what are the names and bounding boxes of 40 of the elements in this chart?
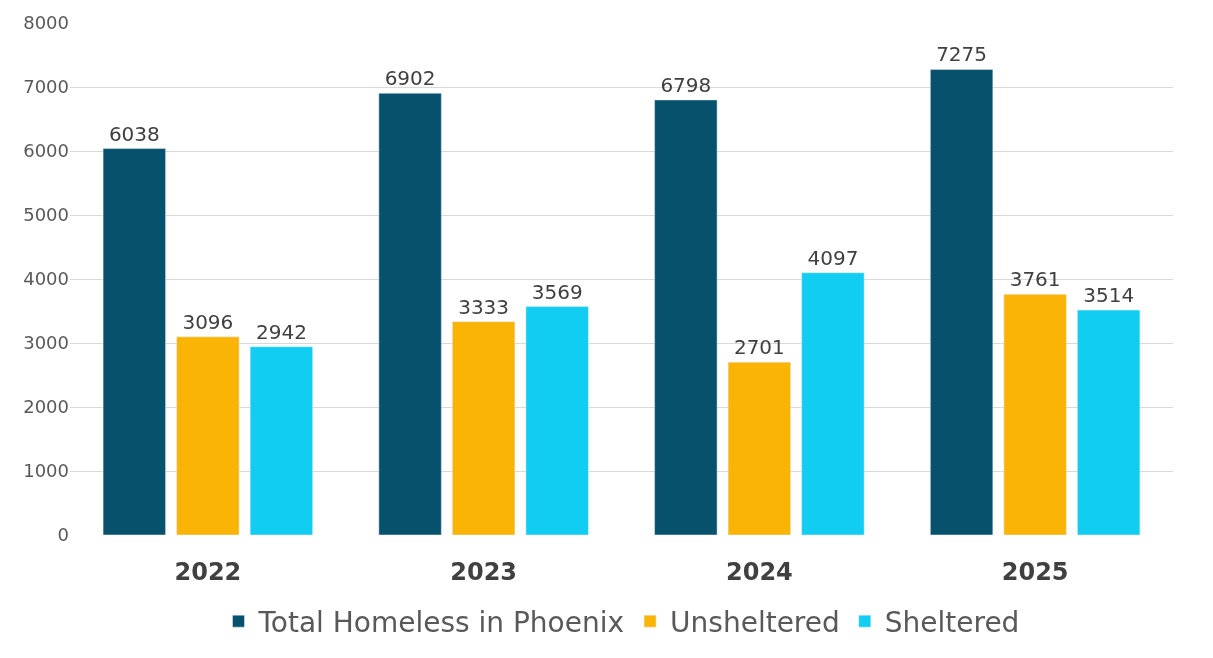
bar [654, 99, 718, 535]
y-tick-label: 3000 [23, 332, 69, 354]
legend-label: Total Homeless in Phoenix [257, 606, 625, 640]
y-tick-label: 6000 [23, 140, 69, 162]
x-tick-label: 2023 [450, 558, 518, 586]
bar [378, 93, 442, 535]
y-tick-label: 8000 [23, 12, 69, 34]
bar [801, 272, 865, 535]
data-label: 3096 [182, 309, 234, 334]
x-tick-label: 2025 [1001, 558, 1069, 586]
data-label: 3761 [1009, 267, 1061, 292]
legend-label: Unsheltered [670, 606, 840, 640]
data-label: 6038 [108, 121, 160, 146]
y-tick-label: 5000 [23, 204, 69, 226]
data-label: 3569 [531, 279, 583, 304]
data-label: 2942 [255, 319, 307, 344]
bar [727, 361, 791, 535]
bar [1003, 294, 1067, 535]
bar [930, 69, 994, 535]
bar [176, 336, 240, 535]
y-tick-label: 0 [57, 524, 69, 546]
bar [249, 346, 313, 535]
x-tick-label: 2024 [725, 558, 793, 586]
bar [525, 306, 589, 535]
data-label: 6798 [660, 72, 712, 97]
y-tick-label: 2000 [23, 396, 69, 418]
bar [102, 148, 166, 535]
y-tick-label: 4000 [23, 268, 69, 290]
data-label: 2701 [733, 335, 785, 360]
data-label: 7275 [936, 42, 988, 67]
data-label: 3333 [458, 294, 510, 319]
bar [1077, 309, 1141, 535]
data-label: 6902 [384, 66, 436, 91]
data-label: 3514 [1083, 283, 1135, 308]
y-tick-label: 1000 [23, 460, 69, 482]
y-tick-label: 7000 [23, 76, 69, 98]
legend-label: Sheltered [884, 606, 1020, 640]
data-label: 4097 [807, 245, 859, 270]
bar [452, 321, 516, 535]
x-tick-label: 2022 [174, 558, 242, 586]
